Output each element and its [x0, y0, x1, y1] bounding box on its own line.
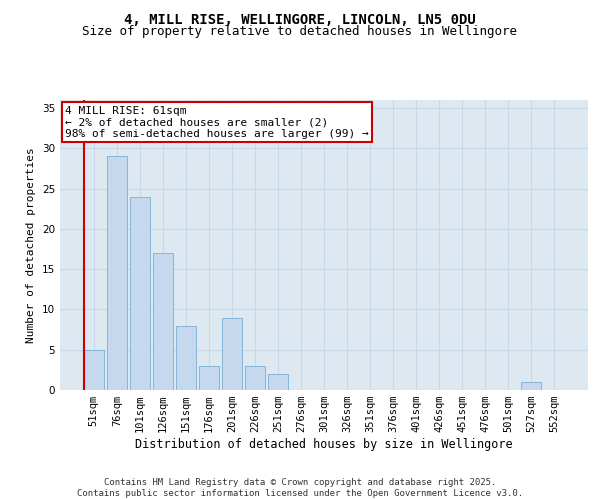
Text: 4, MILL RISE, WELLINGORE, LINCOLN, LN5 0DU: 4, MILL RISE, WELLINGORE, LINCOLN, LN5 0…: [124, 12, 476, 26]
Text: Size of property relative to detached houses in Wellingore: Size of property relative to detached ho…: [83, 25, 517, 38]
Text: Contains HM Land Registry data © Crown copyright and database right 2025.
Contai: Contains HM Land Registry data © Crown c…: [77, 478, 523, 498]
Bar: [268, 374, 288, 390]
Bar: [199, 366, 218, 390]
Bar: [521, 382, 541, 390]
Text: 4 MILL RISE: 61sqm
← 2% of detached houses are smaller (2)
98% of semi-detached : 4 MILL RISE: 61sqm ← 2% of detached hous…: [65, 106, 369, 139]
Y-axis label: Number of detached properties: Number of detached properties: [26, 147, 37, 343]
Bar: [107, 156, 127, 390]
Bar: [84, 350, 104, 390]
Bar: [245, 366, 265, 390]
Bar: [222, 318, 242, 390]
Bar: [176, 326, 196, 390]
X-axis label: Distribution of detached houses by size in Wellingore: Distribution of detached houses by size …: [135, 438, 513, 451]
Bar: [153, 253, 173, 390]
Bar: [130, 196, 149, 390]
